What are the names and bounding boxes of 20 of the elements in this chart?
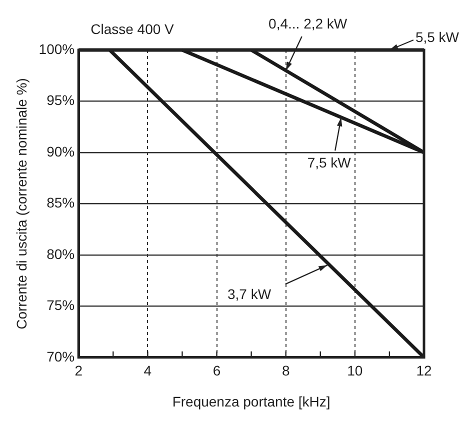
y-tick-label: 70% bbox=[46, 348, 75, 364]
x-tick-label: 12 bbox=[416, 362, 432, 379]
y-tick-label: 75% bbox=[46, 297, 75, 314]
text: Classe 400 V bbox=[90, 20, 175, 37]
x-axis-title: Frequenza portante [kHz] bbox=[172, 393, 330, 410]
y-axis-title: Corrente di uscita (corrente nominale %) bbox=[13, 78, 30, 330]
x-tick-label: 10 bbox=[347, 362, 363, 379]
y-tick-label: 95% bbox=[46, 92, 75, 108]
y-tick-label: 85% bbox=[46, 194, 75, 211]
y-tick-label: 80% bbox=[46, 246, 75, 262]
annotation: 5,5 kW bbox=[415, 28, 460, 45]
y-tick-label: 100% bbox=[38, 40, 75, 57]
y-tick-label: 90% bbox=[46, 143, 75, 160]
x-tick-label: 4 bbox=[144, 362, 152, 379]
annotation: 7,5 kW bbox=[307, 154, 352, 170]
annotation: 0,4... 2,2 kW bbox=[268, 15, 348, 32]
x-tick-label: 8 bbox=[282, 362, 290, 379]
annotation: 3,7 kW bbox=[228, 286, 272, 302]
x-tick-label: 6 bbox=[212, 362, 221, 379]
x-tick-label: 2 bbox=[74, 362, 83, 379]
